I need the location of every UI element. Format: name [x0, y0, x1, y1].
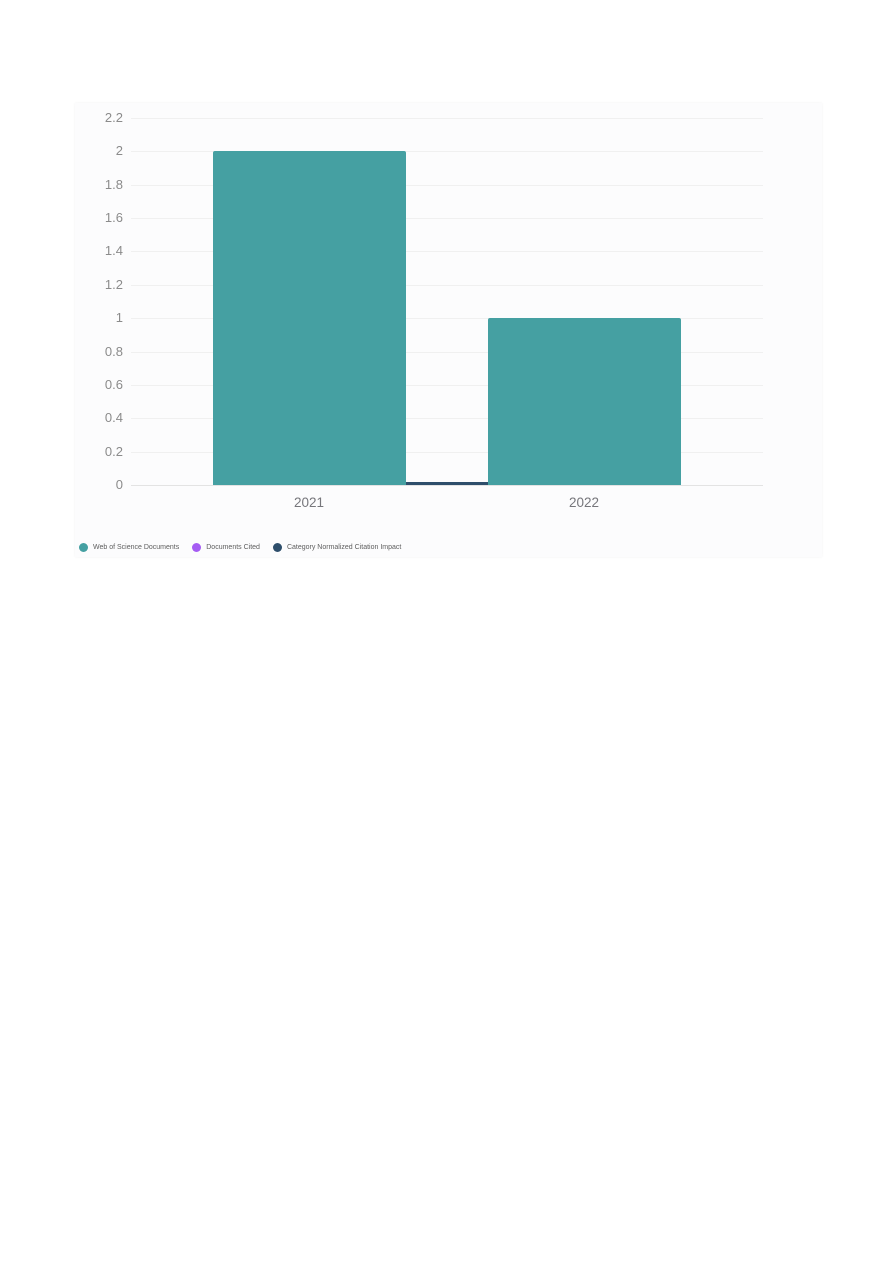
y-axis-tick-label: 1 — [115, 310, 123, 326]
x-axis-tick-label: 2021 — [293, 495, 325, 510]
gridline — [131, 418, 763, 420]
y-axis-tick-label: 1.2 — [104, 276, 123, 292]
y-axis-tick-label: 2.2 — [104, 110, 123, 125]
legend-item[interactable]: Documents Cited — [192, 543, 260, 552]
x-axis-tick-label: 2022 — [568, 495, 600, 510]
gridline — [131, 184, 763, 186]
legend-item[interactable]: Web of Science Documents — [79, 543, 179, 552]
y-axis-tick-label: 1.6 — [104, 210, 123, 226]
legend-swatch-icon — [79, 543, 88, 552]
x-axis-baseline — [131, 485, 763, 486]
y-axis-tick-label: 0.2 — [104, 443, 123, 459]
y-axis-tick-label: 0.6 — [104, 376, 123, 392]
y-axis-tick-label: 1.4 — [104, 243, 123, 259]
y-axis-tick-label: 0.8 — [104, 343, 123, 359]
gridline — [131, 251, 763, 253]
y-axis-tick-label: 0 — [115, 477, 123, 492]
legend-item[interactable]: Category Normalized Citation Impact — [272, 543, 402, 552]
gridline — [131, 151, 763, 153]
gridline — [131, 318, 763, 320]
legend-label: Category Normalized Citation Impact — [286, 544, 402, 551]
chart-legend: Web of Science Documents Documents Cited C… — [79, 543, 401, 552]
legend-swatch-icon — [192, 543, 202, 552]
y-axis-tick-label: 1.8 — [104, 176, 123, 192]
plot-area: 0 0.2 0.4 0.6 0.8 1 1.2 1.4 1.6 1.8 2 2.2 2021 2022 — [105, 110, 763, 510]
gridline — [131, 351, 763, 353]
gridline — [131, 384, 763, 386]
legend-swatch-icon — [272, 543, 282, 552]
bar-2022-series0[interactable] — [487, 318, 681, 485]
legend-label: Documents Cited — [206, 544, 260, 551]
legend-label: Web of Science Documents — [93, 544, 180, 551]
gridline — [131, 284, 763, 286]
y-axis-tick-label: 2 — [115, 143, 123, 159]
chart-card: 0 0.2 0.4 0.6 0.8 1 1.2 1.4 1.6 1.8 2 2.2 2021 2022 W… — [75, 103, 822, 557]
gridline — [131, 118, 763, 119]
bar-2021-series0[interactable] — [212, 151, 406, 485]
y-axis-tick-label: 0.4 — [104, 410, 123, 426]
gridline — [131, 218, 763, 220]
gridline — [131, 451, 763, 453]
